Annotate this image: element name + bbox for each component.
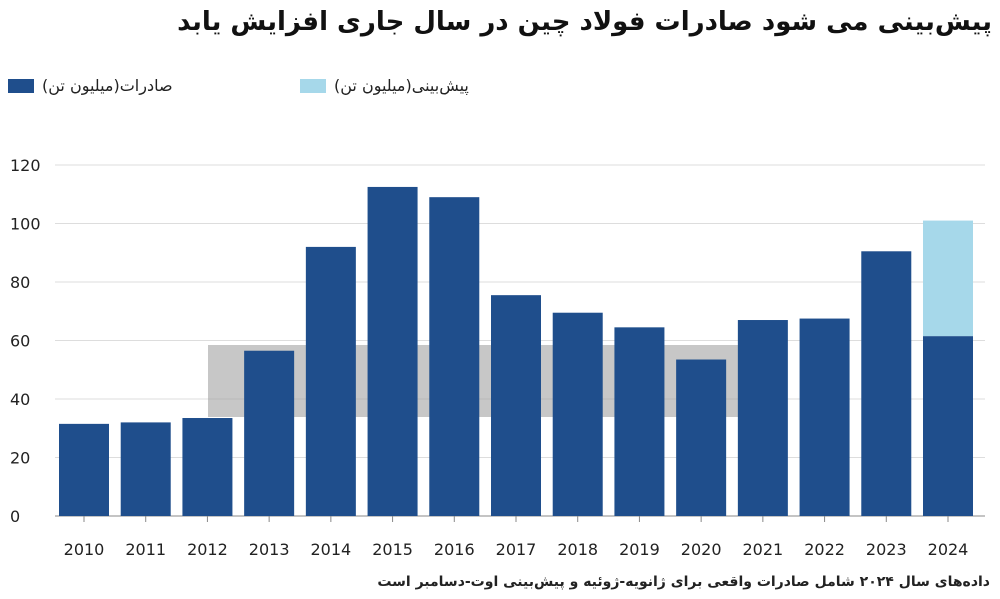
- x-tick-label: 2013: [249, 540, 290, 559]
- x-tick-label: 2023: [866, 540, 907, 559]
- legend-label-exports: صادرات(میلیون تن): [42, 76, 173, 95]
- y-tick-label: 80: [10, 273, 30, 292]
- x-tick-label: 2024: [928, 540, 969, 559]
- x-tick-label: 2020: [681, 540, 722, 559]
- bar-exports-2017: [491, 295, 541, 516]
- bar-exports-2013: [244, 350, 295, 516]
- y-tick-label: 120: [10, 156, 41, 175]
- chart-title: پیش‌بینی می شود صادرات فولاد چین در سال …: [177, 7, 992, 37]
- bar-exports-2011: [120, 422, 171, 516]
- x-tick-label: 2022: [804, 540, 845, 559]
- bar-exports-2021: [737, 320, 788, 516]
- legend-swatch-forecast: [300, 78, 326, 93]
- bar-exports-2018: [552, 312, 603, 516]
- y-tick-label: 60: [10, 332, 30, 351]
- x-tick-label: 2018: [557, 540, 598, 559]
- x-tick-label: 2016: [434, 540, 475, 559]
- x-tick-label: 2021: [742, 540, 783, 559]
- x-tick-label: 2015: [372, 540, 413, 559]
- bar-exports-2014: [305, 246, 356, 516]
- bar-exports-2016: [429, 197, 480, 517]
- x-tick-label: 2012: [187, 540, 228, 559]
- bar-forecast-2024: [923, 220, 973, 337]
- footnote: داده‌های سال ۲۰۲۴ شامل صادرات واقعی برای…: [377, 574, 990, 590]
- bar-exports-2019: [614, 327, 665, 516]
- y-tick-label: 20: [10, 449, 30, 468]
- y-tick-label: 0: [10, 507, 20, 526]
- bar-exports-2024: [923, 336, 973, 516]
- legend-swatch-exports: [8, 78, 34, 93]
- bar-exports-2015: [367, 186, 418, 516]
- x-tick-label: 2014: [310, 540, 351, 559]
- bar-exports-2022: [799, 318, 850, 516]
- legend-item-forecast: پیش‌بینی(میلیون تن): [300, 76, 469, 95]
- bar-exports-2020: [676, 359, 727, 516]
- x-tick-label: 2017: [496, 540, 537, 559]
- y-tick-label: 100: [10, 215, 41, 234]
- legend-item-exports: صادرات(میلیون تن): [8, 76, 173, 95]
- x-tick-label: 2019: [619, 540, 660, 559]
- bar-exports-2010: [59, 423, 109, 516]
- x-tick-label: 2011: [125, 540, 166, 559]
- x-tick-label: 2010: [64, 540, 105, 559]
- y-tick-label: 40: [10, 390, 30, 409]
- legend-label-forecast: پیش‌بینی(میلیون تن): [334, 76, 469, 95]
- bar-exports-2012: [182, 418, 233, 516]
- bar-exports-2023: [861, 251, 912, 516]
